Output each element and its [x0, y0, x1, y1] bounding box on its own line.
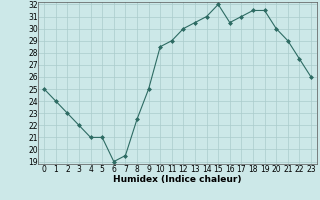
X-axis label: Humidex (Indice chaleur): Humidex (Indice chaleur) — [113, 175, 242, 184]
